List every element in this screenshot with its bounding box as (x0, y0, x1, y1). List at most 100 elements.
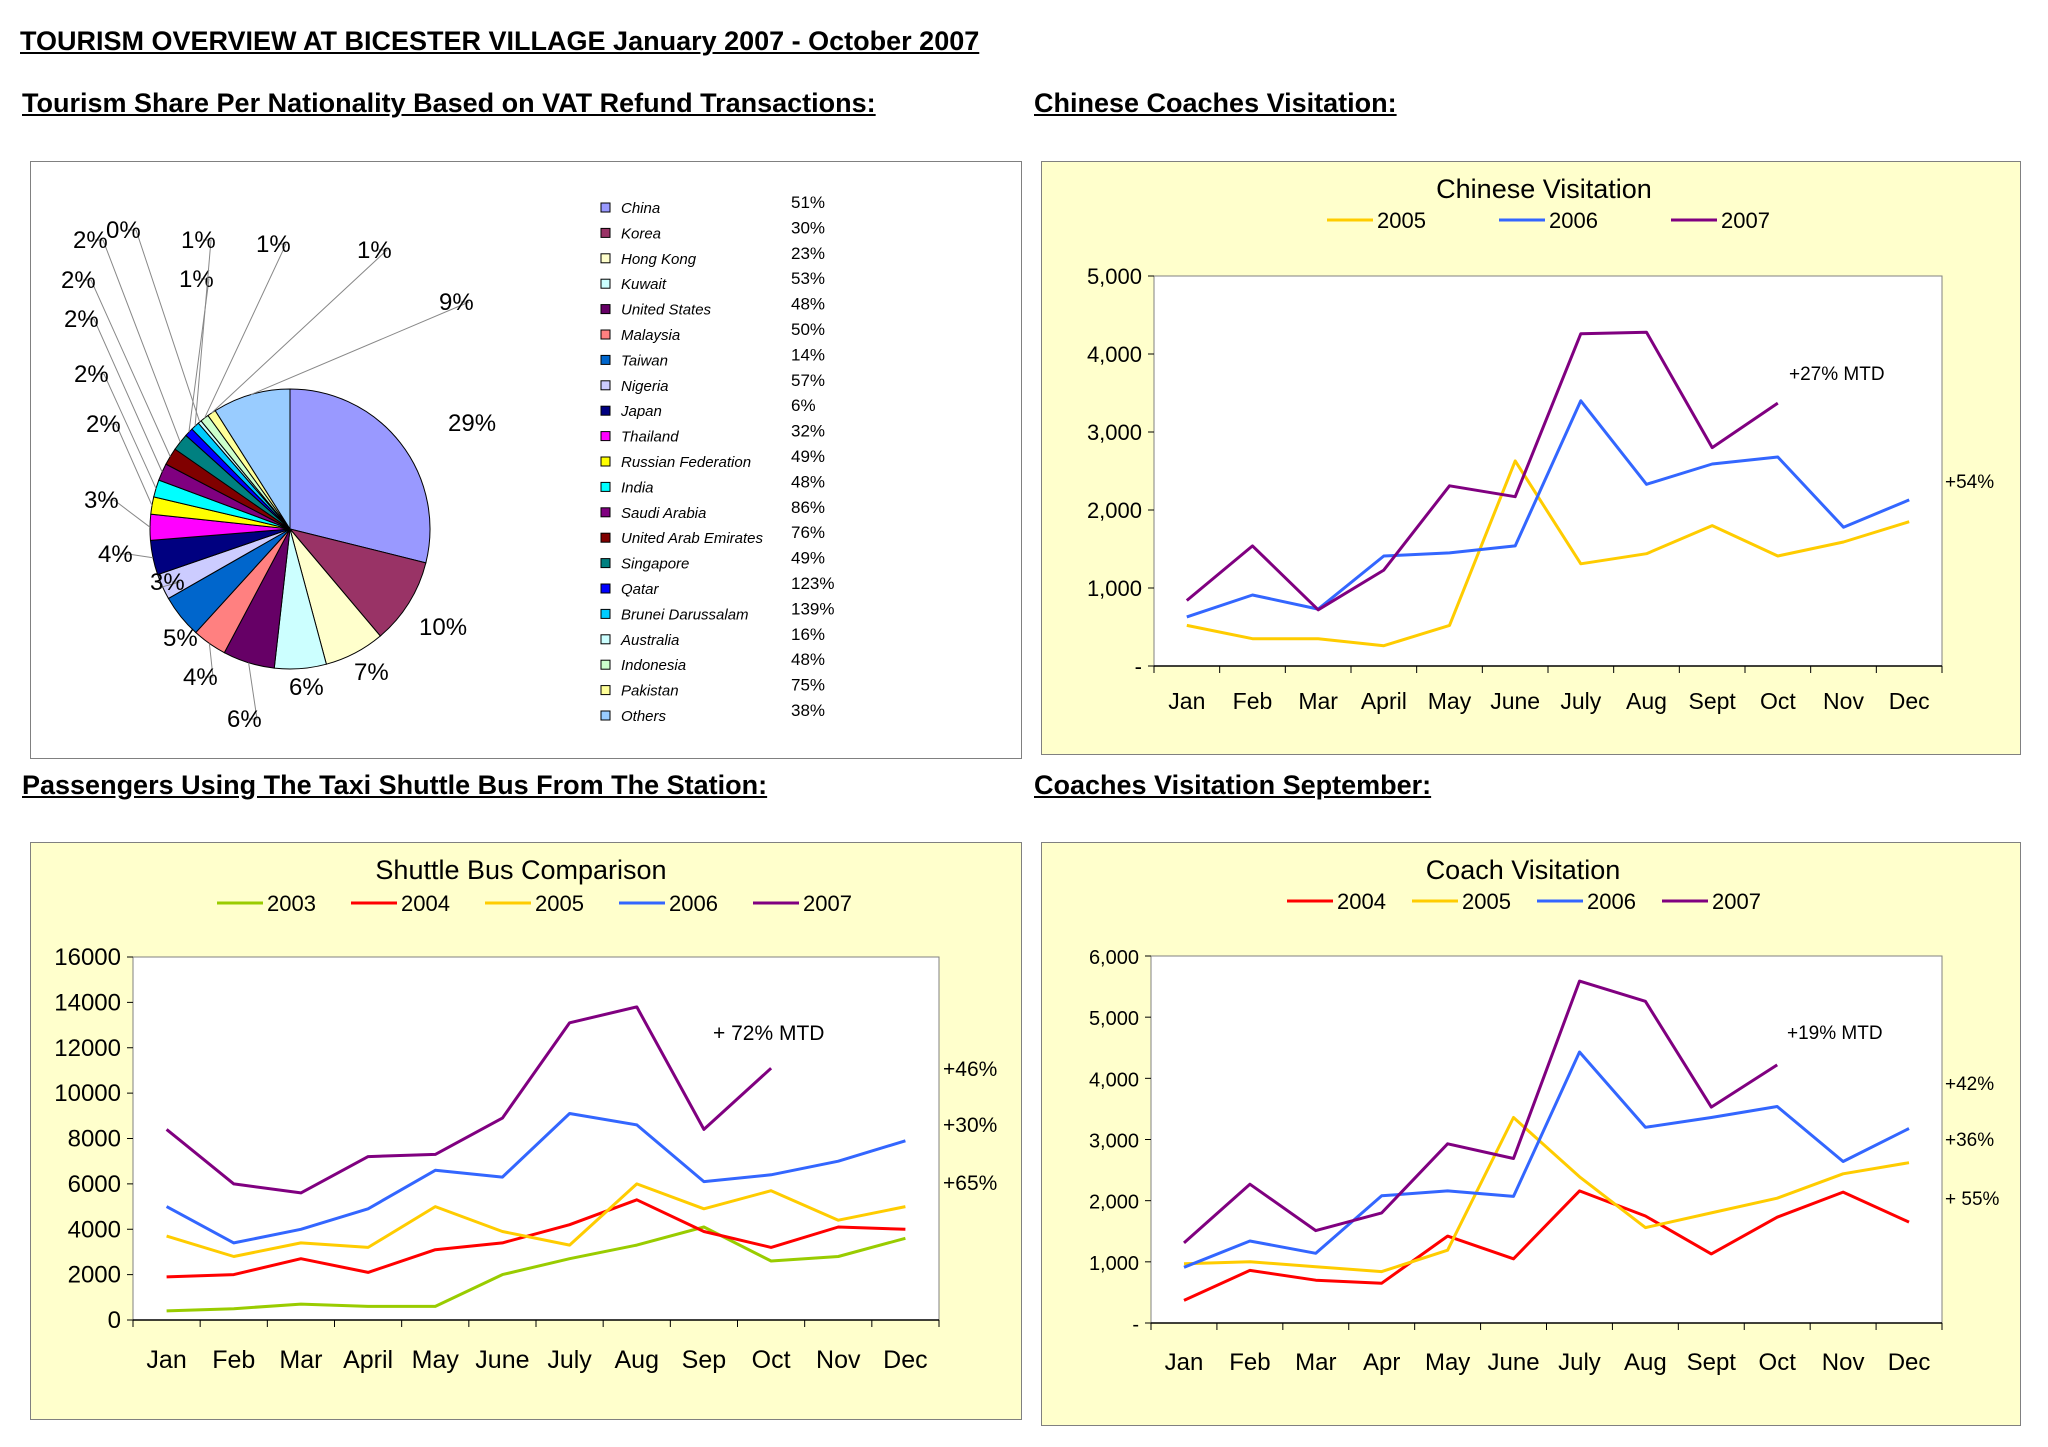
pie-slice-label: 3% (150, 569, 185, 596)
x-tick-label: June (1488, 1349, 1540, 1376)
legend-label-2007: 2007 (803, 891, 852, 916)
legend-entry: Nigeria (621, 378, 669, 395)
legend-label-2005: 2005 (535, 891, 584, 916)
chart-annotation: + 72% MTD (713, 1022, 824, 1045)
pie-slice-label: 29% (448, 410, 496, 437)
y-tick-label: - (1132, 1314, 1139, 1336)
y-tick-label: 8000 (68, 1126, 121, 1153)
legend-label-2004: 2004 (401, 891, 450, 916)
x-tick-label: Dec (883, 1346, 927, 1374)
legend-percent: 123% (791, 574, 834, 593)
legend-percent: 75% (791, 676, 825, 695)
legend-percent: 50% (791, 320, 825, 339)
legend-percent: 32% (791, 422, 825, 441)
pie-slice-label: 2% (73, 227, 108, 254)
legend-entry: Hong Kong (621, 251, 697, 268)
y-tick-label: 1,000 (1087, 576, 1142, 601)
legend-entry: Singapore (621, 556, 689, 573)
chart-annotation: +27% MTD (1789, 364, 1885, 385)
legend-swatch (600, 583, 611, 594)
legend-swatch (600, 710, 611, 721)
legend-percent: 14% (791, 345, 825, 364)
legend-percent: 53% (791, 269, 825, 288)
pie-slice-label: 2% (74, 361, 109, 388)
chart-annotation: +30% (943, 1114, 997, 1137)
x-tick-label: Mar (1298, 688, 1338, 714)
y-tick-label: 3,000 (1087, 420, 1142, 445)
legend-swatch (600, 380, 611, 391)
legend-swatch (600, 304, 611, 315)
legend-swatch (600, 456, 611, 467)
x-tick-label: Mar (279, 1346, 322, 1374)
section-heading-coaches-september: Coaches Visitation September: (1034, 770, 1432, 800)
section-heading-tourism-share: Tourism Share Per Nationality Based on V… (22, 88, 876, 118)
legend-label-2007: 2007 (1721, 208, 1770, 233)
legend-swatch (600, 634, 611, 645)
pie-leader-line (211, 249, 389, 414)
pie-slice-label: 5% (163, 625, 198, 652)
series-line-2004 (166, 1198, 906, 1279)
x-tick-label: Aug (1624, 1349, 1667, 1376)
legend-entry: Thailand (621, 429, 679, 446)
pie-leader-line (95, 239, 181, 443)
legend-swatch (600, 431, 611, 442)
y-tick-label: 2000 (68, 1262, 121, 1289)
legend-percent: 38% (791, 701, 825, 720)
legend-swatch (600, 659, 611, 670)
legend-label-2006: 2006 (1587, 889, 1636, 914)
x-tick-label: Nov (1822, 1349, 1865, 1376)
chart-annotation: +46% (943, 1058, 997, 1081)
plot-area (1150, 955, 1943, 1324)
x-tick-label: May (1428, 688, 1472, 714)
y-tick-label: 5,000 (1087, 264, 1142, 289)
coach-visitation-panel: Coach Visitation 2004 2005 2006 2007 - 1,000 2,… (1041, 842, 2021, 1426)
y-tick-label: 4,000 (1087, 342, 1142, 367)
pie-slice-china (289, 388, 431, 564)
legend-label-2005: 2005 (1377, 208, 1426, 233)
y-tick-label: 5,000 (1089, 1008, 1139, 1030)
pie-slice-label: 2% (61, 267, 96, 294)
pie-leader-line (83, 279, 171, 457)
x-tick-label: April (1361, 688, 1407, 714)
x-tick-label: Feb (1229, 1349, 1270, 1376)
legend-swatch (600, 608, 611, 619)
legend-entry: Brunei Darussalam (621, 606, 749, 623)
legend-entry: Indonesia (621, 657, 686, 674)
x-tick-label: May (412, 1346, 460, 1374)
chart-annotation: +65% (943, 1172, 997, 1195)
y-tick-label: 0 (108, 1307, 121, 1334)
y-tick-label: 2,000 (1087, 498, 1142, 523)
x-tick-label: Dec (1888, 1349, 1931, 1376)
x-tick-label: Jan (1168, 688, 1205, 714)
chart-annotation: +19% MTD (1787, 1023, 1883, 1044)
x-tick-label: Oct (1760, 688, 1796, 714)
pie-slice-label: 10% (419, 614, 467, 641)
y-tick-label: 14000 (54, 989, 121, 1016)
pie-slice-label: 6% (289, 674, 324, 701)
legend-entry: Pakistan (621, 683, 679, 700)
x-tick-label: Apr (1363, 1349, 1400, 1376)
y-tick-label: 6,000 (1089, 947, 1139, 969)
x-tick-label: May (1425, 1349, 1470, 1376)
legend-percent: 6% (791, 396, 816, 415)
legend-percent: 23% (791, 244, 825, 263)
legend-entry: Qatar (621, 581, 660, 598)
series-line-2006 (1183, 1050, 1910, 1269)
pie-leader-line (86, 318, 163, 473)
x-tick-label: Nov (1823, 688, 1864, 714)
legend-percent: 51% (791, 193, 825, 212)
chinese-visitation-chart: Chinese Visitation 2005 2006 2007 - 1,000 2,00… (1087, 174, 1994, 714)
legend-percent: 49% (791, 447, 825, 466)
legend-percent: 139% (791, 599, 834, 618)
pie-slice-label: 7% (354, 659, 389, 686)
legend-entry: Kuwait (621, 276, 667, 293)
pie-slice-label: 0% (106, 217, 141, 244)
legend-swatch (600, 253, 611, 264)
x-tick-label: Sept (1689, 688, 1737, 714)
y-tick-label: 1,000 (1089, 1253, 1139, 1275)
legend-swatch (600, 558, 611, 569)
chart-annotation: +42% (1945, 1074, 1994, 1095)
chart-title: Coach Visitation (1426, 855, 1621, 885)
pie-slice-label: 1% (357, 237, 392, 264)
coach-visitation-chart: Coach Visitation 2004 2005 2006 2007 - 1,000 2,… (1089, 855, 2000, 1376)
